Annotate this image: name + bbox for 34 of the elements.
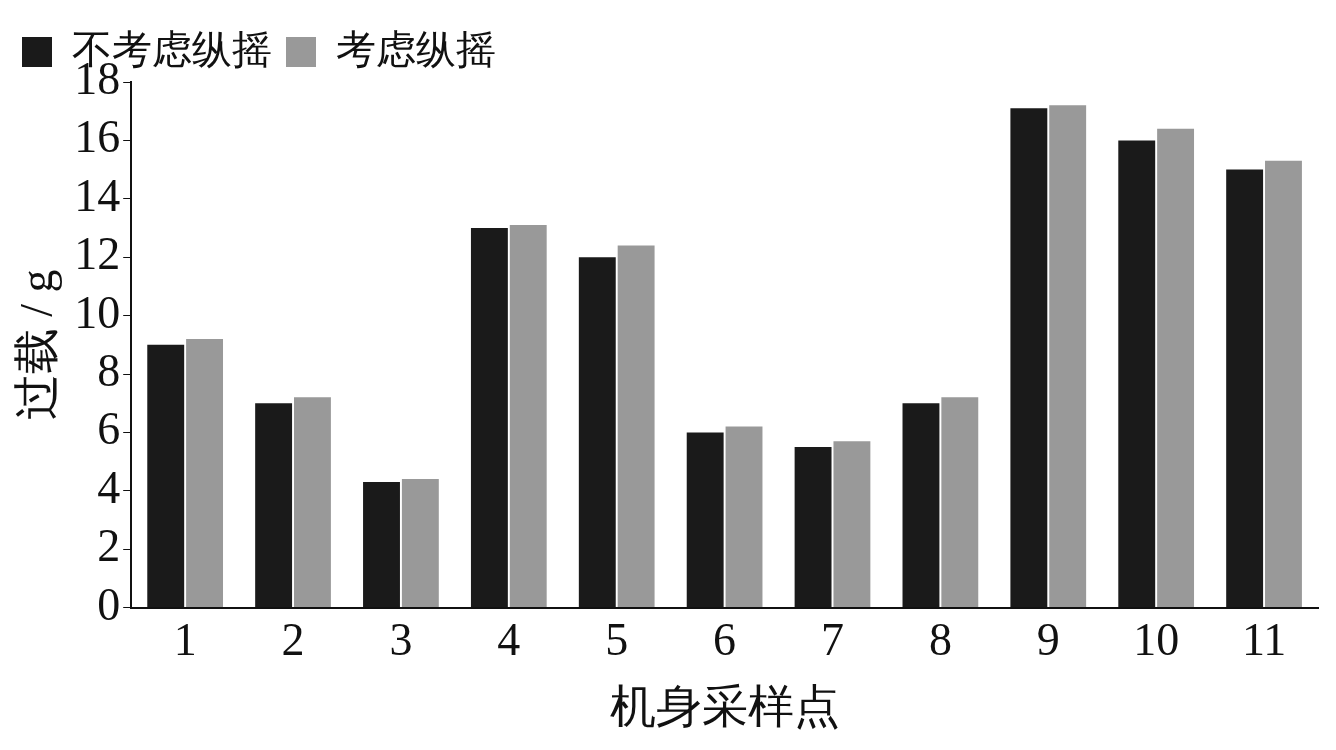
bar bbox=[941, 397, 979, 608]
x-tick-label: 7 bbox=[820, 614, 844, 666]
bar bbox=[617, 245, 655, 608]
bar bbox=[725, 426, 763, 608]
y-tick-label: 0 bbox=[97, 578, 121, 630]
y-tick-label: 14 bbox=[74, 169, 121, 221]
x-tick-label: 5 bbox=[605, 614, 629, 666]
y-tick-label: 8 bbox=[97, 345, 121, 397]
x-tick-label: 10 bbox=[1133, 614, 1180, 666]
y-tick-label: 6 bbox=[97, 403, 121, 455]
y-tick-label: 12 bbox=[74, 228, 121, 280]
bar bbox=[294, 397, 331, 608]
x-tick-label: 9 bbox=[1036, 614, 1060, 666]
bar bbox=[509, 225, 547, 608]
y-tick-label: 10 bbox=[74, 286, 121, 338]
bar bbox=[1049, 105, 1087, 608]
x-axis-title: 机身采样点 bbox=[609, 681, 840, 733]
x-tick-label: 6 bbox=[713, 614, 737, 666]
x-tick-label: 3 bbox=[389, 614, 413, 666]
legend-label: 考虑纵摇 bbox=[336, 26, 496, 72]
bar bbox=[1157, 128, 1195, 608]
y-axis-title: 过载 / g bbox=[10, 269, 62, 421]
bar bbox=[1265, 160, 1302, 608]
y-tick-label: 4 bbox=[97, 461, 121, 513]
x-tick-label: 4 bbox=[497, 614, 521, 666]
bar bbox=[401, 479, 439, 608]
y-tick-label: 16 bbox=[74, 111, 121, 163]
y-tick-label: 2 bbox=[97, 520, 121, 572]
bar bbox=[833, 441, 871, 608]
x-tick-label: 11 bbox=[1241, 614, 1287, 666]
x-tick-label: 8 bbox=[928, 614, 952, 666]
x-tick-label: 1 bbox=[173, 614, 197, 666]
x-tick-label: 2 bbox=[281, 614, 305, 666]
bar bbox=[186, 338, 224, 608]
